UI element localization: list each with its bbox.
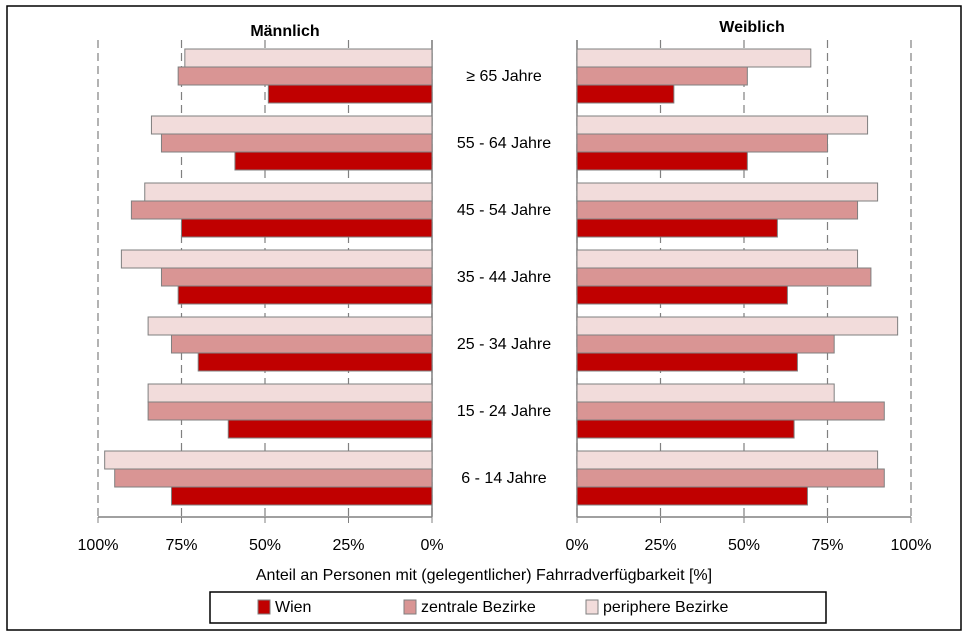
x-tick-label: 75% [165, 537, 197, 554]
legend-label: periphere Bezirke [603, 599, 729, 616]
legend [209, 591, 827, 624]
x-tick-label: 25% [332, 537, 364, 554]
bar [576, 285, 788, 305]
bar [576, 316, 899, 336]
x-tick-label: 100% [78, 537, 119, 554]
bar [576, 468, 885, 488]
bar [576, 218, 778, 238]
bar [576, 84, 675, 104]
bar [197, 352, 433, 372]
category-label: 45 - 54 Jahre [457, 202, 551, 219]
bar [576, 401, 885, 421]
bar [576, 151, 748, 171]
bar [234, 151, 433, 171]
bar [576, 267, 872, 287]
bar [160, 133, 433, 153]
x-tick-label: 100% [891, 537, 932, 554]
bar [227, 419, 433, 439]
bar [147, 383, 433, 403]
bar [177, 285, 433, 305]
panel-title: Weiblich [719, 19, 785, 36]
x-tick-label: 0% [420, 537, 443, 554]
bar [130, 200, 433, 220]
bar [576, 450, 879, 470]
bar [576, 133, 828, 153]
bar [170, 486, 433, 506]
bar [576, 66, 748, 86]
bar [576, 334, 835, 354]
legend-swatch [585, 599, 599, 615]
legend-swatch [257, 599, 271, 615]
bar [114, 468, 433, 488]
x-tick-label: 75% [811, 537, 843, 554]
bar [576, 249, 859, 269]
legend-swatch [403, 599, 417, 615]
bar [576, 200, 859, 220]
x-tick-label: 50% [249, 537, 281, 554]
x-tick-label: 0% [565, 537, 588, 554]
panel-title: Männlich [250, 23, 319, 40]
category-label: 25 - 34 Jahre [457, 336, 551, 353]
bar [576, 182, 879, 202]
bar [147, 316, 433, 336]
bar [120, 249, 433, 269]
category-label: ≥ 65 Jahre [466, 68, 542, 85]
bar [576, 419, 795, 439]
bar [181, 218, 433, 238]
bar [184, 48, 433, 68]
legend-label: zentrale Bezirke [421, 599, 536, 616]
x-axis-label: Anteil an Personen mit (gelegentlicher) … [256, 567, 712, 584]
bar [147, 401, 433, 421]
bar [576, 48, 812, 68]
bar [177, 66, 433, 86]
bar [576, 486, 808, 506]
bar [576, 352, 798, 372]
bar [576, 115, 869, 135]
category-label: 15 - 24 Jahre [457, 403, 551, 420]
bar [104, 450, 433, 470]
category-label: 6 - 14 Jahre [461, 470, 546, 487]
x-tick-label: 25% [644, 537, 676, 554]
bar [170, 334, 433, 354]
bar [160, 267, 433, 287]
bar [144, 182, 433, 202]
bar [576, 383, 835, 403]
bar [267, 84, 433, 104]
x-tick-label: 50% [728, 537, 760, 554]
bar [150, 115, 433, 135]
category-label: 35 - 44 Jahre [457, 269, 551, 286]
legend-label: Wien [275, 599, 311, 616]
category-label: 55 - 64 Jahre [457, 135, 551, 152]
